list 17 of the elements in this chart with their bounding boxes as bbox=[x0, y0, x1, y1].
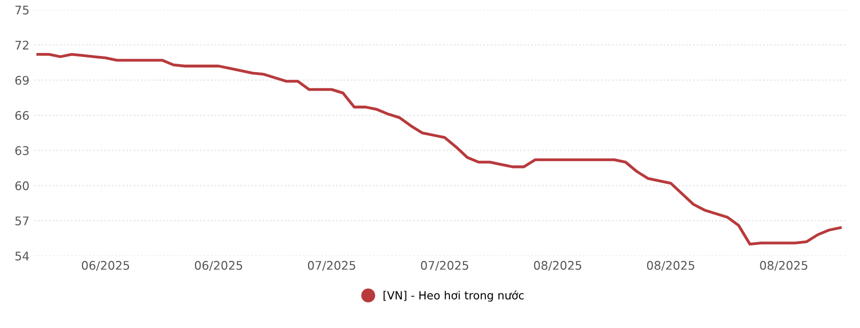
x-tick-label: 07/2025 bbox=[308, 260, 356, 271]
y-tick-label: 63 bbox=[15, 146, 29, 156]
x-tick-label: 06/2025 bbox=[82, 260, 130, 271]
x-tick-label: 08/2025 bbox=[534, 260, 582, 271]
line-series bbox=[36, 52, 842, 246]
y-tick-label: 69 bbox=[15, 76, 29, 85]
y-tick-label: 66 bbox=[15, 110, 29, 120]
legend-label: [VN] - Heo hơi trong nước bbox=[384, 290, 524, 302]
y-tick-label: 60 bbox=[15, 181, 29, 190]
x-tick-label: 06/2025 bbox=[194, 260, 242, 271]
y-tick-label: 57 bbox=[15, 216, 29, 226]
x-tick-label: 07/2025 bbox=[420, 260, 468, 271]
y-tick-label: 72 bbox=[15, 40, 28, 50]
x-tick-label: 08/2025 bbox=[760, 260, 808, 271]
x-tick-label: 08/2025 bbox=[647, 260, 694, 271]
y-tick-label: 54 bbox=[15, 252, 29, 260]
y-tick-label: 75 bbox=[15, 6, 29, 14]
